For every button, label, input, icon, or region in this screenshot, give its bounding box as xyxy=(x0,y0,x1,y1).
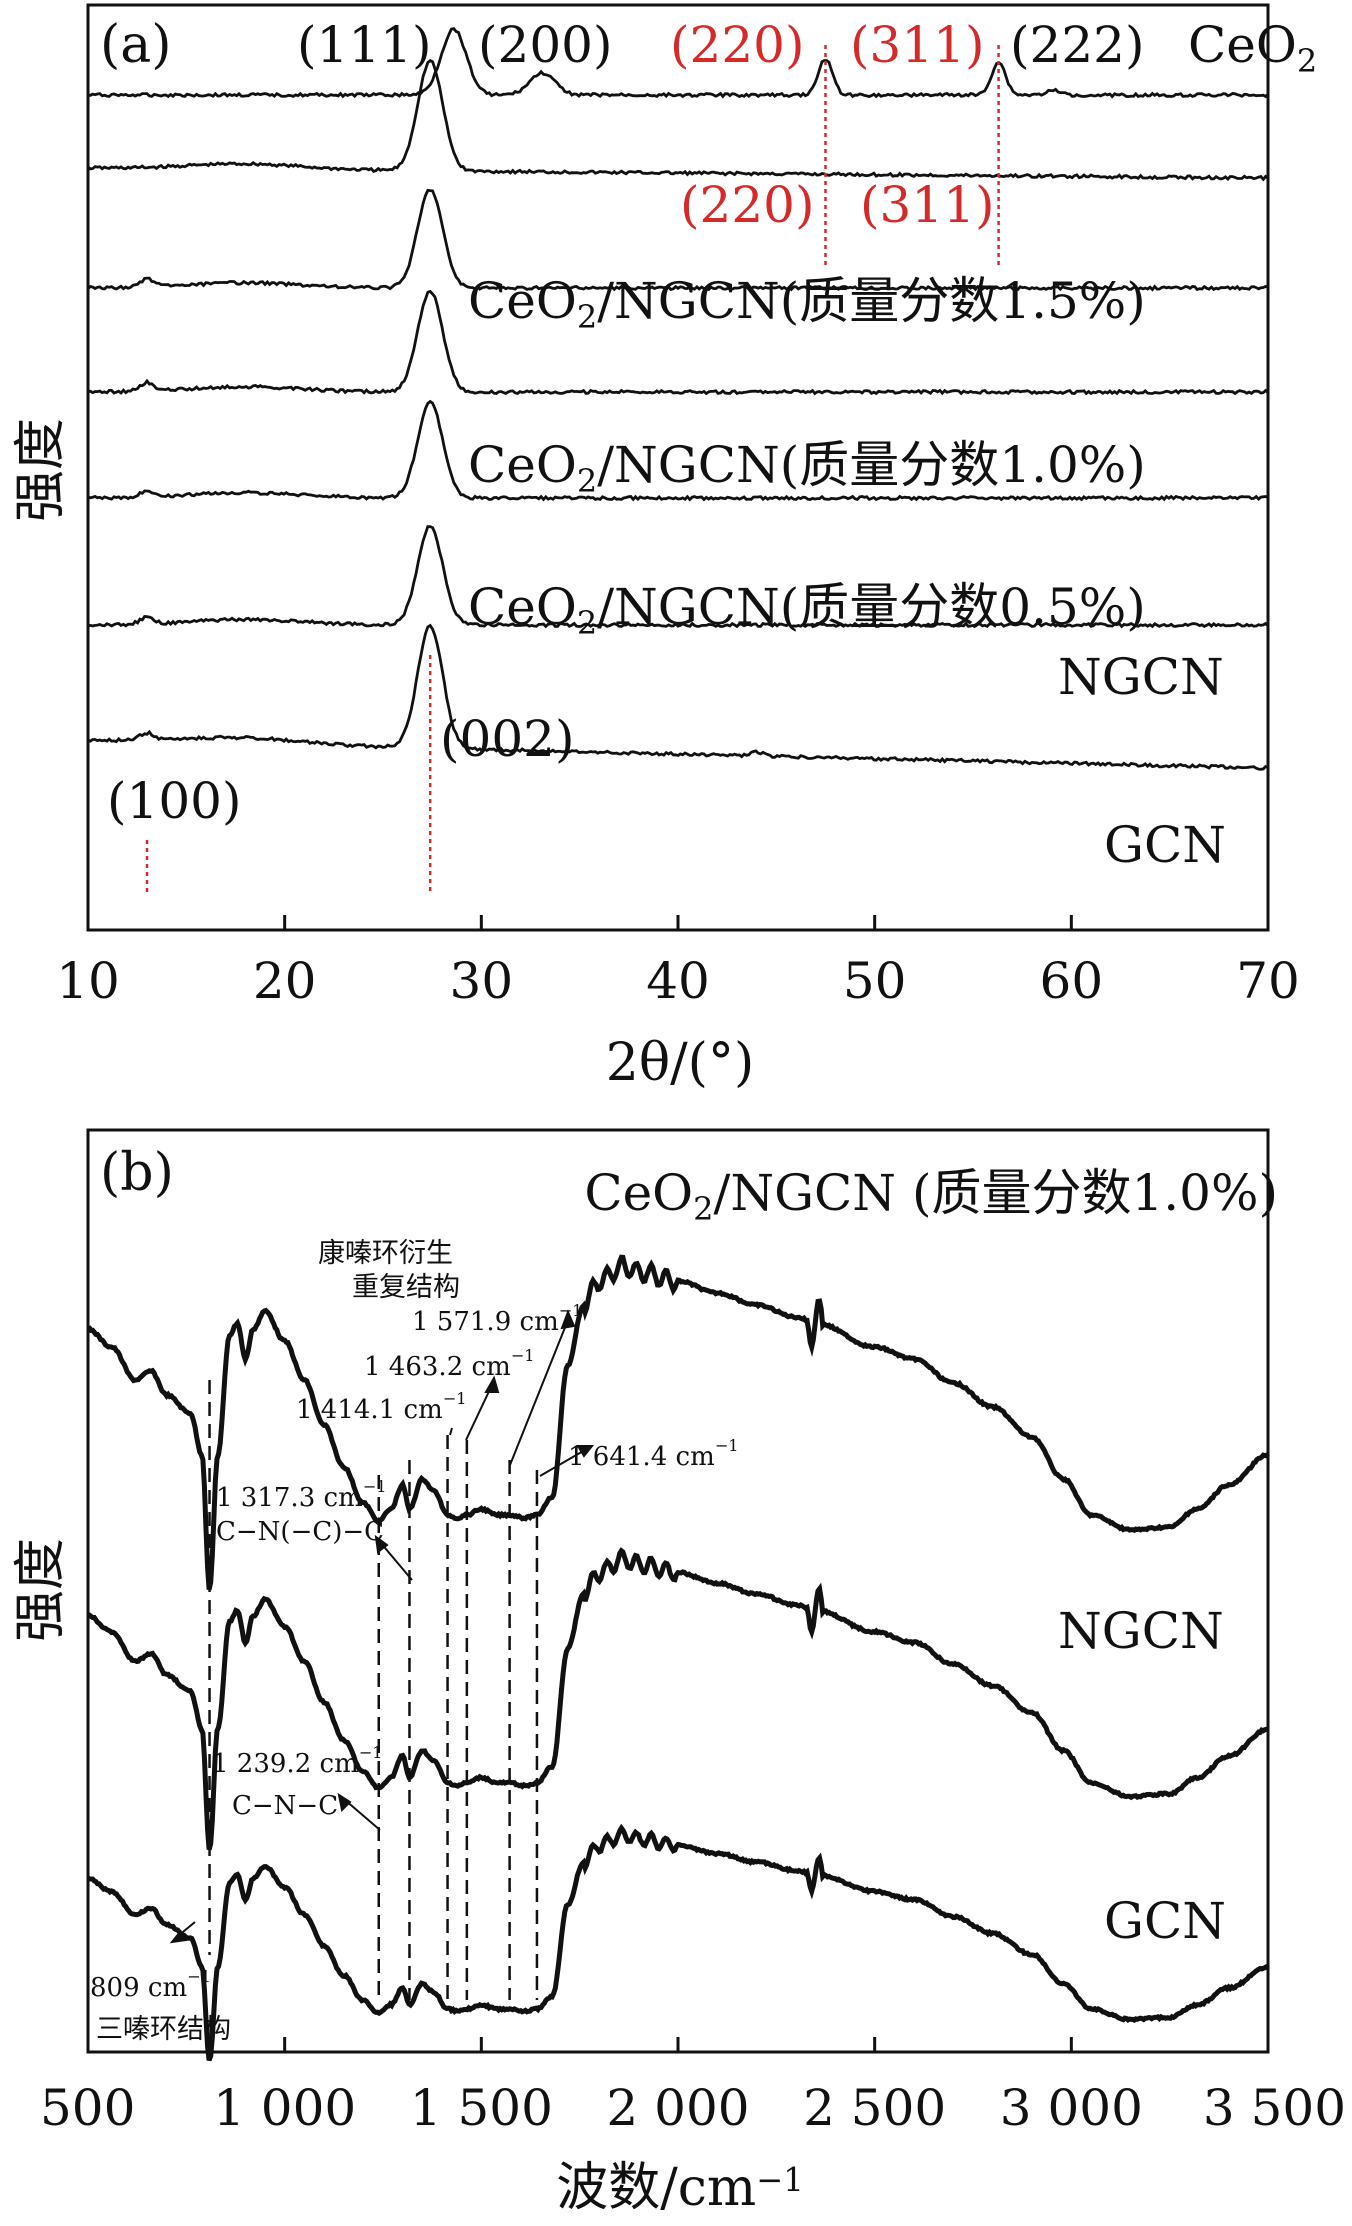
curve-unlabeled xyxy=(87,58,1269,182)
x-tick-label-b: 2 000 xyxy=(606,2079,749,2137)
label-ngcn: NGCN xyxy=(1058,648,1224,706)
annot-1317: 1 317.3 cm−1 xyxy=(216,1477,386,1513)
ftir-curve-ceo2-ngcn xyxy=(87,1254,1270,1591)
panel-a-xrd: (a) (111) (200) (220) (311) (222) (220) … xyxy=(11,3,1317,1093)
curve-ceo2-ngcn-1-5 xyxy=(87,188,1269,292)
peak-label-100: (100) xyxy=(107,772,241,830)
peak-label-311-top: (311) xyxy=(850,16,984,74)
panel-a-label: (a) xyxy=(100,15,172,75)
x-tick-label-b: 3 000 xyxy=(1000,2079,1143,2137)
panel-b-curves xyxy=(86,1254,1270,2062)
curve-ceo2 xyxy=(87,27,1269,99)
arrow-1239-head xyxy=(337,1792,352,1813)
x-tick-label-a: 40 xyxy=(646,952,710,1010)
label-gcn: GCN xyxy=(1104,816,1226,874)
peak-label-220-mid: (220) xyxy=(680,176,814,234)
x-tick-label-b: 1 000 xyxy=(213,2079,356,2137)
x-tick-label-b: 1 500 xyxy=(410,2079,553,2137)
arrow-1641 xyxy=(539,1449,586,1477)
panel-b-annotations: 康嗪环衍生 重复结构 1 571.9 cm−1 1 463.2 cm−1 1 4… xyxy=(90,1238,738,2045)
panel-b-label: (b) xyxy=(100,1143,174,1203)
arrow-1572 xyxy=(509,1319,569,1466)
x-tick-label-a: 20 xyxy=(253,952,317,1010)
label-b-gcn: GCN xyxy=(1104,1892,1226,1950)
x-tick-label-b: 3 500 xyxy=(1203,2079,1346,2137)
panel-b-ftir: (b) xyxy=(11,1128,1346,2218)
panel-a-curve-labels: CeO2 CeO2/NGCN(质量分数1.5%) CeO2/NGCN(质量分数1… xyxy=(468,16,1317,874)
arrow-1641-head xyxy=(576,1445,595,1458)
x-tick-label-a: 50 xyxy=(843,952,907,1010)
peak-label-002: (002) xyxy=(440,710,574,768)
panel-a-curves xyxy=(87,27,1269,771)
label-ceo2-ngcn-0-5: CeO2/NGCN(质量分数0.5%) xyxy=(468,578,1146,642)
curve-ngcn xyxy=(87,525,1269,629)
x-tick-label-a: 70 xyxy=(1236,952,1300,1010)
label-b-ceo2-ngcn: CeO2/NGCN (质量分数1.0%) xyxy=(584,1164,1278,1228)
label-ceo2-ngcn-1-5: CeO2/NGCN(质量分数1.5%) xyxy=(468,272,1146,336)
panel-b-band-lines xyxy=(208,1380,539,2000)
panel-b-curve-labels: CeO2/NGCN (质量分数1.0%) NGCN GCN xyxy=(584,1164,1278,1950)
annot-809: 809 cm−1 xyxy=(90,1967,211,2003)
arrow-1317 xyxy=(379,1541,413,1581)
annot-1572: 1 571.9 cm−1 xyxy=(412,1301,582,1337)
curve-gcn xyxy=(87,623,1269,771)
label-ceo2-ngcn-1-0: CeO2/NGCN(质量分数1.0%) xyxy=(468,436,1146,500)
annot-cnc-c: C−N(−C)−C xyxy=(216,1517,384,1547)
x-tick-label-a: 60 xyxy=(1040,952,1104,1010)
annot-1414: 1 414.1 cm−1 xyxy=(296,1389,466,1425)
annot-1239: 1 239.2 cm−1 xyxy=(212,1743,382,1779)
panel-b-frame xyxy=(86,1128,1270,2054)
label-ceo2: CeO2 xyxy=(1188,16,1317,80)
arrow-809-head xyxy=(169,1930,188,1944)
arrow-1317-head xyxy=(374,1534,389,1554)
arrow-1463 xyxy=(465,1384,493,1441)
annot-heptazine-1: 康嗪环衍生 xyxy=(318,1238,453,1269)
peak-label-222: (222) xyxy=(1010,16,1144,74)
panel-a-ylabel: 强度 xyxy=(11,418,71,522)
ftir-curve-gcn xyxy=(86,1823,1269,2062)
panel-b-x-axis: 500 1 000 1 500 2 000 2 500 3 000 3 500 xyxy=(40,2037,1346,2137)
x-tick-label-a: 10 xyxy=(56,952,120,1010)
peak-label-220-top: (220) xyxy=(670,16,804,74)
panel-a-peak-labels: (111) (200) (220) (311) (222) (220) (311… xyxy=(107,16,1144,830)
annot-triazine: 三嗪环结构 xyxy=(96,2014,231,2045)
annot-1641: 1 641.4 cm−1 xyxy=(568,1436,738,1472)
panel-a-x-axis: 10 20 30 40 50 60 70 xyxy=(56,915,1300,1010)
x-tick-label-b: 2 500 xyxy=(803,2079,946,2137)
arrow-1414 xyxy=(449,1427,453,1436)
annot-heptazine-2: 重复结构 xyxy=(352,1272,460,1303)
panel-b-ylabel: 强度 xyxy=(11,1538,71,1642)
annot-cnc: C−N−C xyxy=(232,1791,338,1821)
curve-ceo2-ngcn-1-0 xyxy=(87,289,1269,396)
x-tick-label-a: 30 xyxy=(450,952,514,1010)
ftir-curve-ngcn xyxy=(86,1547,1270,1851)
label-b-ngcn: NGCN xyxy=(1058,1602,1224,1660)
arrow-1572-head xyxy=(560,1309,576,1330)
annot-1463: 1 463.2 cm−1 xyxy=(364,1346,534,1382)
peak-label-200: (200) xyxy=(478,16,612,74)
arrow-1463-head xyxy=(484,1375,500,1393)
peak-label-111: (111) xyxy=(297,16,431,74)
arrow-1239 xyxy=(344,1799,381,1831)
panel-b-annotation-arrows xyxy=(169,1309,595,1944)
panel-a-reference-lines xyxy=(145,45,1000,895)
panel-a-xlabel: 2θ/(°) xyxy=(606,1033,754,1093)
x-tick-label-b: 500 xyxy=(40,2079,135,2137)
panel-b-xlabel: 波数/cm−1 xyxy=(556,2158,803,2218)
curve-ceo2-ngcn-0-5 xyxy=(87,399,1269,502)
peak-label-311-mid: (311) xyxy=(860,176,994,234)
